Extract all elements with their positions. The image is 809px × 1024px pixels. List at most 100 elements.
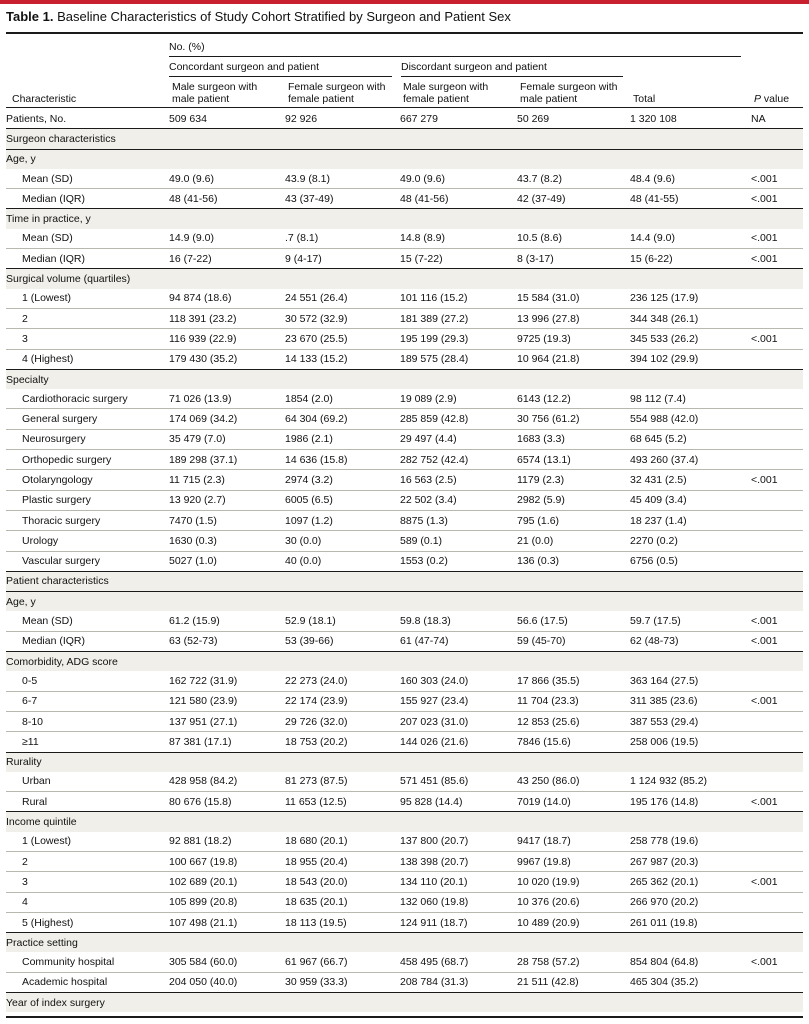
cell-value: 189 575 (28.4) — [400, 348, 517, 370]
cell-value: 68 645 (5.2) — [630, 428, 751, 450]
row-label: 8-10 — [6, 710, 169, 732]
row-label: Median (IQR) — [6, 630, 169, 652]
row-label: ≥11 — [6, 731, 169, 752]
cell-value: 121 580 (23.9) — [169, 690, 285, 712]
cell-value: 29 497 (4.4) — [400, 428, 517, 450]
cell-value: 11 715 (2.3) — [169, 469, 285, 491]
row-filler — [169, 751, 803, 772]
table-row: ≥11 87 381 (17.1) 18 753 (20.2) 144 026 (21… — [6, 731, 803, 752]
table-row: 5 (Highest) 107 498 (21.1) 18 113 (19.5) 12… — [6, 911, 803, 933]
discordant-header: Discordant surgeon and patient — [401, 61, 547, 73]
cell-value: 30 572 (32.9) — [285, 307, 400, 329]
cell-value: 1553 (0.2) — [400, 550, 517, 572]
cell-value: 11 653 (12.5) — [285, 791, 400, 812]
group-row: Specialty — [6, 368, 803, 390]
table-row: 2 100 667 (19.8) 18 955 (20.4) 138 398 (20.… — [6, 850, 803, 872]
col4-line1: Female surgeon with — [520, 81, 618, 93]
cell-value: 363 164 (27.5) — [630, 671, 751, 692]
baseline-table: Patients, No. 509 634 92 926 667 279 50 269 1… — [6, 109, 803, 1013]
p-value-cell — [751, 671, 803, 692]
cell-value: 71 026 (13.9) — [169, 389, 285, 409]
discordant-rule — [401, 76, 623, 77]
p-value-cell — [751, 530, 803, 552]
row-label: Academic hospital — [6, 971, 169, 993]
cell-value: 18 680 (20.1) — [285, 831, 400, 852]
table-bottom-rule — [6, 1016, 803, 1018]
row-filler — [169, 128, 803, 150]
col-male-surgeon-male-patient: Male surgeon with male patient — [172, 81, 257, 105]
cell-value: 52.9 (18.1) — [285, 611, 400, 632]
table-row: Median (IQR) 16 (7-22) 9 (4-17) 15 (7-22) 8 … — [6, 248, 803, 269]
cell-value: 9 (4-17) — [285, 248, 400, 269]
table-row: Orthopedic surgery 189 298 (37.1) 14 636 (… — [6, 449, 803, 470]
cell-value: 32 431 (2.5) — [630, 469, 751, 491]
p-value-cell — [751, 891, 803, 913]
group-row: Time in practice, y — [6, 208, 803, 229]
row-label: Urban — [6, 771, 169, 792]
cell-value: 8 (3-17) — [517, 248, 630, 269]
row-label: General surgery — [6, 408, 169, 430]
row-label: Comorbidity, ADG score — [6, 651, 169, 672]
cell-value: 124 911 (18.7) — [400, 911, 517, 933]
cell-value: 1 320 108 — [630, 109, 751, 129]
p-value-cell — [751, 731, 803, 752]
cell-value: 258 006 (19.5) — [630, 731, 751, 752]
cell-value: 795 (1.6) — [517, 509, 630, 531]
p-value-cell — [751, 710, 803, 732]
cell-value: 134 110 (20.1) — [400, 871, 517, 893]
p-value-cell: <.001 — [751, 690, 803, 712]
p-value-cell — [751, 489, 803, 511]
cell-value: 24 551 (26.4) — [285, 288, 400, 309]
table-row: Community hospital 305 584 (60.0) 61 967 (… — [6, 952, 803, 973]
cell-value: 61 967 (66.7) — [285, 952, 400, 973]
cell-value: 509 634 — [169, 109, 285, 129]
row-label: Plastic surgery — [6, 489, 169, 511]
cell-value: 9417 (18.7) — [517, 831, 630, 852]
accent-bar — [0, 0, 809, 4]
table-row: Vascular surgery 5027 (1.0) 40 (0.0) 1553 (… — [6, 550, 803, 572]
row-label: 5 (Highest) — [6, 911, 169, 933]
cell-value: 174 069 (34.2) — [169, 408, 285, 430]
p-value-rest: value — [761, 93, 790, 105]
p-value-italic: P — [754, 93, 762, 105]
cell-value: 387 553 (29.4) — [630, 710, 751, 732]
cell-value: 12 853 (25.6) — [517, 710, 630, 732]
row-label: Median (IQR) — [6, 188, 169, 209]
cell-value: 179 430 (35.2) — [169, 348, 285, 370]
header-bottom-rule — [6, 107, 803, 108]
cell-value: 43.9 (8.1) — [285, 168, 400, 189]
cell-value: 92 881 (18.2) — [169, 831, 285, 852]
group-row: Income quintile — [6, 811, 803, 832]
row-label: Age, y — [6, 591, 169, 612]
cell-value: 107 498 (21.1) — [169, 911, 285, 933]
cell-value: 19 089 (2.9) — [400, 389, 517, 409]
cell-value: 458 495 (68.7) — [400, 952, 517, 973]
p-value-cell — [751, 850, 803, 872]
p-value-cell — [751, 307, 803, 329]
section-row: Surgeon characteristics — [6, 128, 803, 150]
cell-value: 61.2 (15.9) — [169, 611, 285, 632]
row-label: Neurosurgery — [6, 428, 169, 450]
row-filler — [169, 591, 803, 612]
cell-value: 11 704 (23.3) — [517, 690, 630, 712]
row-label: Median (IQR) — [6, 248, 169, 269]
col4-line2: male patient — [520, 92, 578, 105]
cell-value: 30 756 (61.2) — [517, 408, 630, 430]
cell-value: 7019 (14.0) — [517, 791, 630, 812]
cell-value: 1630 (0.3) — [169, 530, 285, 552]
table-number: Table 1. — [6, 9, 54, 24]
row-label: 4 (Highest) — [6, 348, 169, 370]
table-row: Mean (SD) 61.2 (15.9) 52.9 (18.1) 59.8 (18.… — [6, 611, 803, 632]
table-row: 0-5 162 722 (31.9) 22 273 (24.0) 160 303 (2… — [6, 671, 803, 692]
row-label: 2 — [6, 850, 169, 872]
cell-value: 30 (0.0) — [285, 530, 400, 552]
cell-value: 59 (45-70) — [517, 630, 630, 652]
cell-value: 1854 (2.0) — [285, 389, 400, 409]
cell-value: 10 964 (21.8) — [517, 348, 630, 370]
row-label: Rurality — [6, 751, 169, 772]
p-value-cell — [751, 348, 803, 370]
cell-value: 22 502 (3.4) — [400, 489, 517, 511]
cell-value: 14.9 (9.0) — [169, 228, 285, 249]
cell-value: 137 800 (20.7) — [400, 831, 517, 852]
p-value-cell — [751, 428, 803, 450]
